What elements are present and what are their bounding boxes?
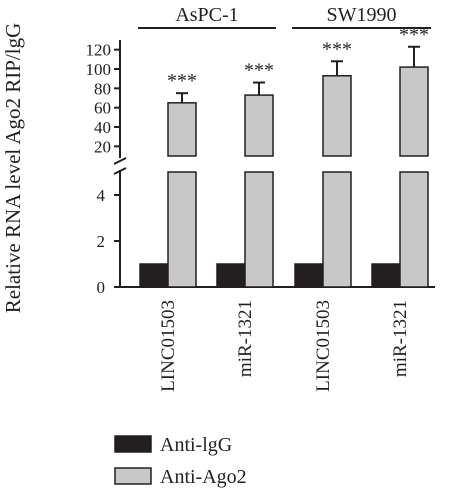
group-label: SW1990 <box>327 4 397 26</box>
x-tick-label: miR-1321 <box>235 300 256 377</box>
y-axis-title: Relative RNA level Ago2 RIP/lgG <box>1 23 25 313</box>
significance-label: *** <box>167 70 197 92</box>
bar-anti-ago2-upper <box>322 75 352 157</box>
bar-anti-ago2-upper <box>167 102 197 157</box>
group-headers: AsPC-1 SW1990 <box>138 4 431 29</box>
y-tick-label: 4 <box>97 186 106 205</box>
bar-anti-lgg <box>371 263 401 288</box>
axes <box>113 40 435 288</box>
bar-anti-ago2-lower <box>399 171 429 288</box>
significance-label: *** <box>399 24 429 46</box>
significance-label: *** <box>322 38 352 60</box>
y-tick-label: 60 <box>94 99 111 118</box>
y-tick-label: 2 <box>97 232 106 251</box>
legend-swatch <box>114 467 152 485</box>
x-tick-label: miR-1321 <box>390 300 411 377</box>
y-tick-label: 80 <box>94 79 111 98</box>
y-tick-label: 100 <box>86 60 112 79</box>
bar-anti-ago2-upper <box>399 66 429 157</box>
y-tick-label: 120 <box>86 41 112 60</box>
legend: Anti-lgG Anti-Ago2 <box>114 434 247 488</box>
bar-anti-ago2-upper <box>244 94 274 157</box>
bar-anti-ago2-lower <box>167 171 197 288</box>
axis-break-mark-upper <box>113 157 127 165</box>
bar-anti-lgg <box>294 263 324 288</box>
y-tick-label: 0 <box>97 278 106 297</box>
y-tick-label: 40 <box>94 118 111 137</box>
legend-label: Anti-Ago2 <box>160 466 247 488</box>
x-tick-labels: LINC01503 miR-1321 LINC01503 miR-1321 <box>158 300 411 392</box>
legend-label: Anti-lgG <box>160 434 232 456</box>
y-tick-label: 20 <box>94 137 111 156</box>
y-axis-title-group: Relative RNA level Ago2 RIP/lgG <box>1 23 25 313</box>
group-label: AsPC-1 <box>175 4 238 26</box>
significance-label: *** <box>244 60 274 82</box>
bars: *** *** *** *** <box>139 24 429 288</box>
legend-swatch <box>114 435 152 453</box>
axis-break-mark-lower <box>113 167 127 175</box>
bar-anti-lgg <box>216 263 246 288</box>
x-tick-label: LINC01503 <box>313 300 334 392</box>
bar-anti-lgg <box>139 263 169 288</box>
x-tick-label: LINC01503 <box>158 300 179 392</box>
bar-anti-ago2-lower <box>322 171 352 288</box>
bar-anti-ago2-lower <box>244 171 274 288</box>
